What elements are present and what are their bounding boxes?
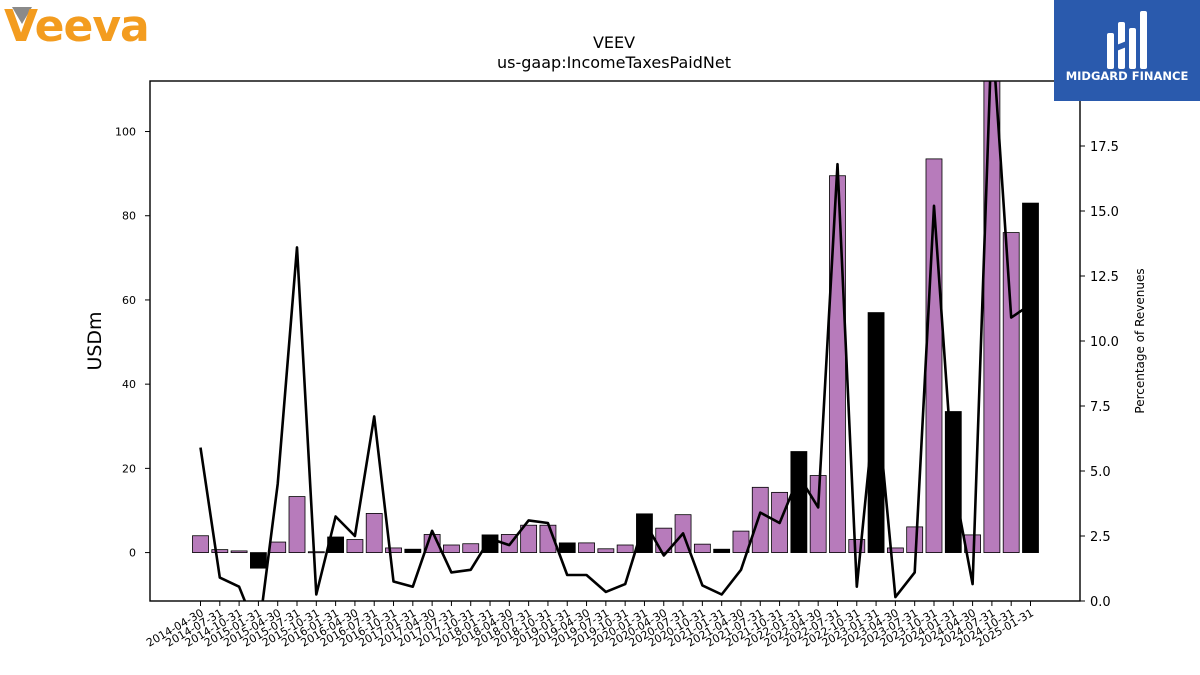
midgard-logo: MIDGARD FINANCE xyxy=(1054,0,1200,101)
y2-tick-label: 5.0 xyxy=(1090,465,1111,480)
bar-2017-10-31 xyxy=(462,543,480,553)
bar-2015-01-31 xyxy=(250,552,267,569)
y2-tick-label: 0.0 xyxy=(1090,595,1111,610)
bar-series xyxy=(192,80,1039,569)
plot-frame xyxy=(149,80,1081,602)
bar-2019-07-31 xyxy=(597,548,615,553)
bar-2016-10-31 xyxy=(385,547,402,553)
bar-2023-01-31 xyxy=(867,312,885,553)
bar-2023-04-30 xyxy=(886,547,904,553)
bar-2022-01-31 xyxy=(790,451,808,553)
bar-2017-07-31 xyxy=(443,544,460,553)
bar-2014-07-31 xyxy=(211,549,229,553)
y-tick-label: 80 xyxy=(122,210,136,223)
line-series xyxy=(199,81,1032,601)
y-tick-label: 60 xyxy=(122,294,136,307)
revenue-percentage-line xyxy=(199,81,1032,601)
y2-tick-label: 7.5 xyxy=(1090,400,1111,415)
y-tick-label: 0 xyxy=(129,547,136,560)
y2-tick-label: 15.0 xyxy=(1090,205,1119,220)
bar-2019-04-30 xyxy=(578,542,595,553)
bar-2015-10-31 xyxy=(307,551,325,554)
bar-2016-04-30 xyxy=(346,539,364,553)
bar-2015-04-30 xyxy=(269,541,287,553)
bar-2025-01-31 xyxy=(1022,202,1039,553)
bar-2014-10-31 xyxy=(230,550,248,553)
x-axis-ticks: 2014-04-302014-07-312014-10-312015-01-31… xyxy=(144,601,1036,650)
veeva-logo: Veeva xyxy=(4,1,150,52)
bar-2021-04-30 xyxy=(732,530,750,553)
y-tick-label: 40 xyxy=(122,378,136,391)
bar-2021-01-31 xyxy=(713,548,731,553)
bar-2022-04-30 xyxy=(809,475,827,553)
bar-2018-07-31 xyxy=(520,524,538,553)
chart-title: VEEV xyxy=(593,33,635,52)
bar-2019-01-31 xyxy=(558,542,576,553)
bar-2015-07-31 xyxy=(288,496,306,553)
bar-2014-04-30 xyxy=(192,535,209,553)
y2-axis-ticks: 0.0 2.5 5.0 7.5 10.0 12.5 15.0 17.5 xyxy=(1080,140,1119,610)
bar-2017-01-31 xyxy=(404,548,422,553)
y-tick-label: 100 xyxy=(115,126,136,139)
bar-2019-10-31 xyxy=(616,544,634,553)
y-tick-label: 20 xyxy=(122,462,136,475)
chart-subtitle: us-gaap:IncomeTaxesPaidNet xyxy=(497,53,731,72)
midgard-emblem-icon xyxy=(1107,11,1147,69)
bar-2024-07-31 xyxy=(983,80,1001,553)
y2-tick-label: 17.5 xyxy=(1090,140,1119,155)
bar-2022-07-31 xyxy=(829,175,846,553)
veeva-logo-text: Veeva xyxy=(4,1,149,52)
midgard-logo-text: MIDGARD FINANCE xyxy=(1066,69,1189,83)
y2-tick-label: 2.5 xyxy=(1090,530,1111,545)
bar-2016-07-31 xyxy=(365,513,383,553)
y2-axis-label: Percentage of Revenues xyxy=(1133,268,1147,413)
y2-tick-label: 10.0 xyxy=(1090,335,1119,350)
y-axis-ticks: 0 20 40 60 80 100 xyxy=(115,126,150,560)
bar-2024-10-31 xyxy=(1002,232,1020,553)
bar-2021-07-31 xyxy=(751,486,769,553)
bar-2020-10-31 xyxy=(693,543,711,553)
y-axis-label: USDm xyxy=(84,311,106,370)
y2-tick-label: 12.5 xyxy=(1090,270,1119,285)
